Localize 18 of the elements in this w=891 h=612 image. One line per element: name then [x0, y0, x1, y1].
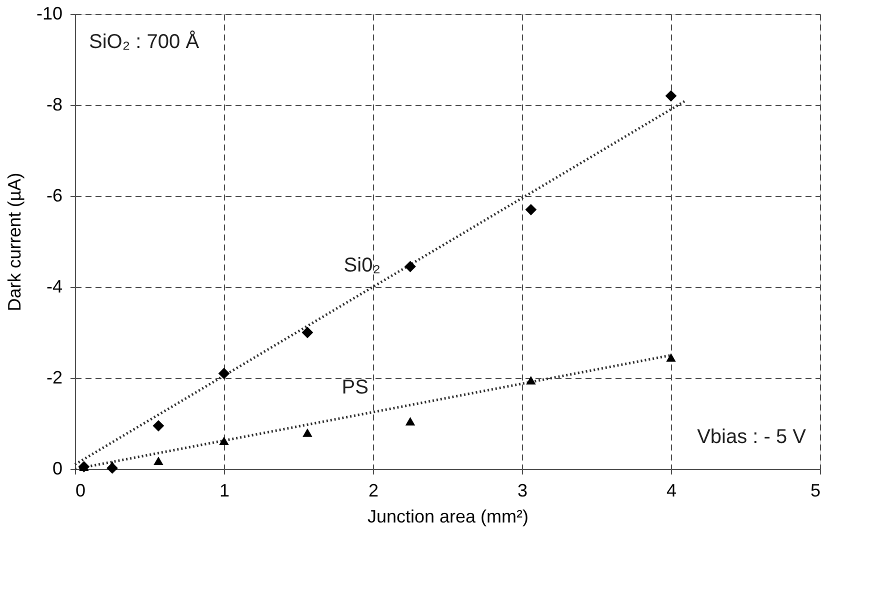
- x-tick-label: 4: [666, 480, 677, 500]
- x-tick-label: 2: [368, 480, 379, 500]
- y-tick-label: -6: [46, 186, 62, 206]
- x-tick-label: 3: [517, 480, 528, 500]
- y-tick-label: 0: [52, 458, 62, 478]
- y-axis-title: Dark current (µA): [4, 172, 24, 312]
- y-tick-label: -10: [36, 4, 62, 24]
- annotation: SiO₂ : 700 Å: [89, 30, 200, 53]
- y-tick-label: -4: [46, 276, 62, 296]
- x-tick-label: 0: [76, 480, 86, 500]
- series-label: Si0₂: [344, 254, 380, 276]
- x-tick-label: 1: [219, 480, 230, 500]
- y-tick-label: -8: [46, 94, 62, 114]
- x-axis-title: Junction area (mm²): [367, 506, 529, 526]
- text: PS: [342, 376, 368, 399]
- annotation: Vbias : - 5 V: [697, 426, 807, 448]
- y-tick-label: -2: [46, 368, 62, 388]
- x-tick-label: 5: [810, 480, 820, 500]
